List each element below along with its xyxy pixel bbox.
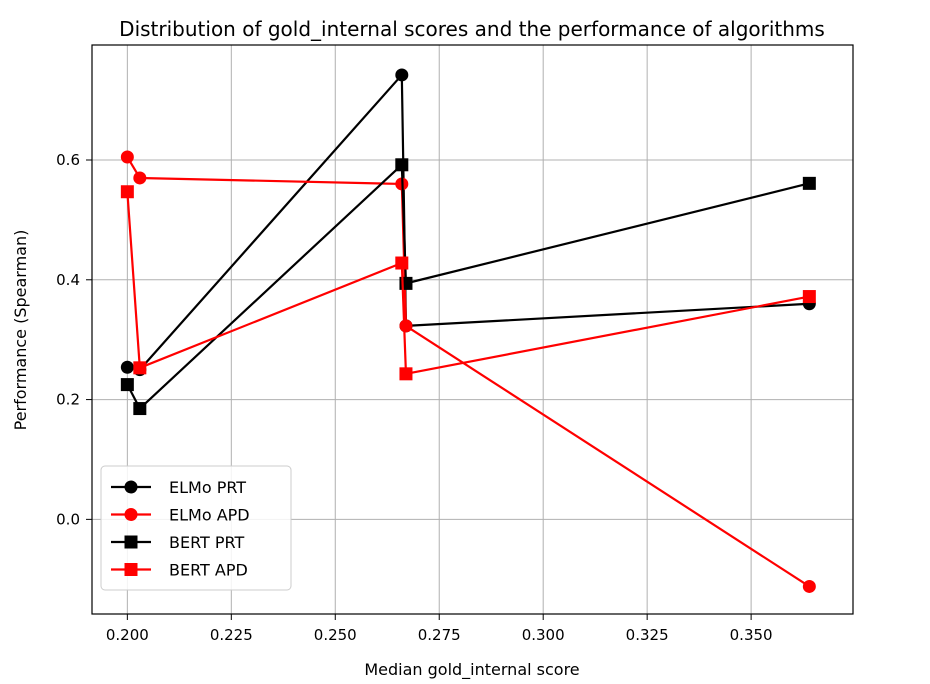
- legend-label: ELMo APD: [169, 506, 250, 525]
- data-point: [120, 378, 134, 392]
- y-tick-label: 0.4: [56, 271, 80, 289]
- y-axis-label: Performance (Spearman): [11, 230, 30, 431]
- data-point: [395, 158, 409, 172]
- axis-ticks: 0.200 0.225 0.250 0.275 0.300 0.325 0.350 0.0 0.…: [56, 151, 772, 644]
- legend-box: [100, 465, 292, 591]
- data-point: [133, 402, 147, 416]
- data-point: [120, 150, 134, 164]
- y-tick-label: 0.0: [56, 510, 80, 528]
- x-tick-label: 0.300: [522, 626, 565, 644]
- data-point: [395, 68, 409, 82]
- x-tick-label: 0.275: [418, 626, 461, 644]
- plot-frame: [91, 44, 854, 615]
- series-layer: [120, 68, 816, 593]
- legend-label: BERT PRT: [169, 533, 245, 552]
- data-point: [399, 367, 413, 381]
- x-axis-label: Median gold_internal score: [364, 660, 579, 680]
- x-tick-label: 0.325: [626, 626, 669, 644]
- legend-item: BERT PRT: [111, 533, 245, 552]
- data-point: [133, 361, 147, 375]
- legend-label: ELMo PRT: [169, 478, 246, 497]
- y-tick-label: 0.2: [56, 391, 80, 409]
- legend-item: BERT APD: [111, 561, 248, 580]
- x-tick-label: 0.350: [730, 626, 773, 644]
- series-3: [120, 185, 816, 381]
- legend-swatch-marker: [124, 508, 138, 521]
- y-tick-label: 0.6: [56, 151, 80, 169]
- x-tick-label: 0.225: [210, 626, 253, 644]
- legend-swatch-marker: [124, 535, 138, 549]
- chart-title: Distribution of gold_internal scores and…: [119, 17, 825, 41]
- legend-item: ELMo APD: [111, 506, 250, 525]
- data-point: [802, 290, 816, 304]
- legend-label: BERT APD: [169, 561, 248, 580]
- data-point: [395, 256, 409, 270]
- legend-item: ELMo PRT: [111, 478, 246, 497]
- data-point: [120, 185, 134, 199]
- legend-swatch-marker: [124, 563, 138, 576]
- x-tick-label: 0.200: [106, 626, 149, 644]
- legend: ELMo PRT ELMo APD BERT PRT BERT APD: [100, 465, 292, 591]
- series-2: [120, 158, 816, 416]
- data-point: [802, 579, 816, 593]
- data-point: [120, 360, 134, 374]
- data-point: [802, 176, 816, 190]
- data-point: [133, 171, 147, 185]
- legend-swatch-marker: [124, 480, 138, 494]
- data-point: [399, 319, 413, 333]
- x-tick-label: 0.250: [314, 626, 357, 644]
